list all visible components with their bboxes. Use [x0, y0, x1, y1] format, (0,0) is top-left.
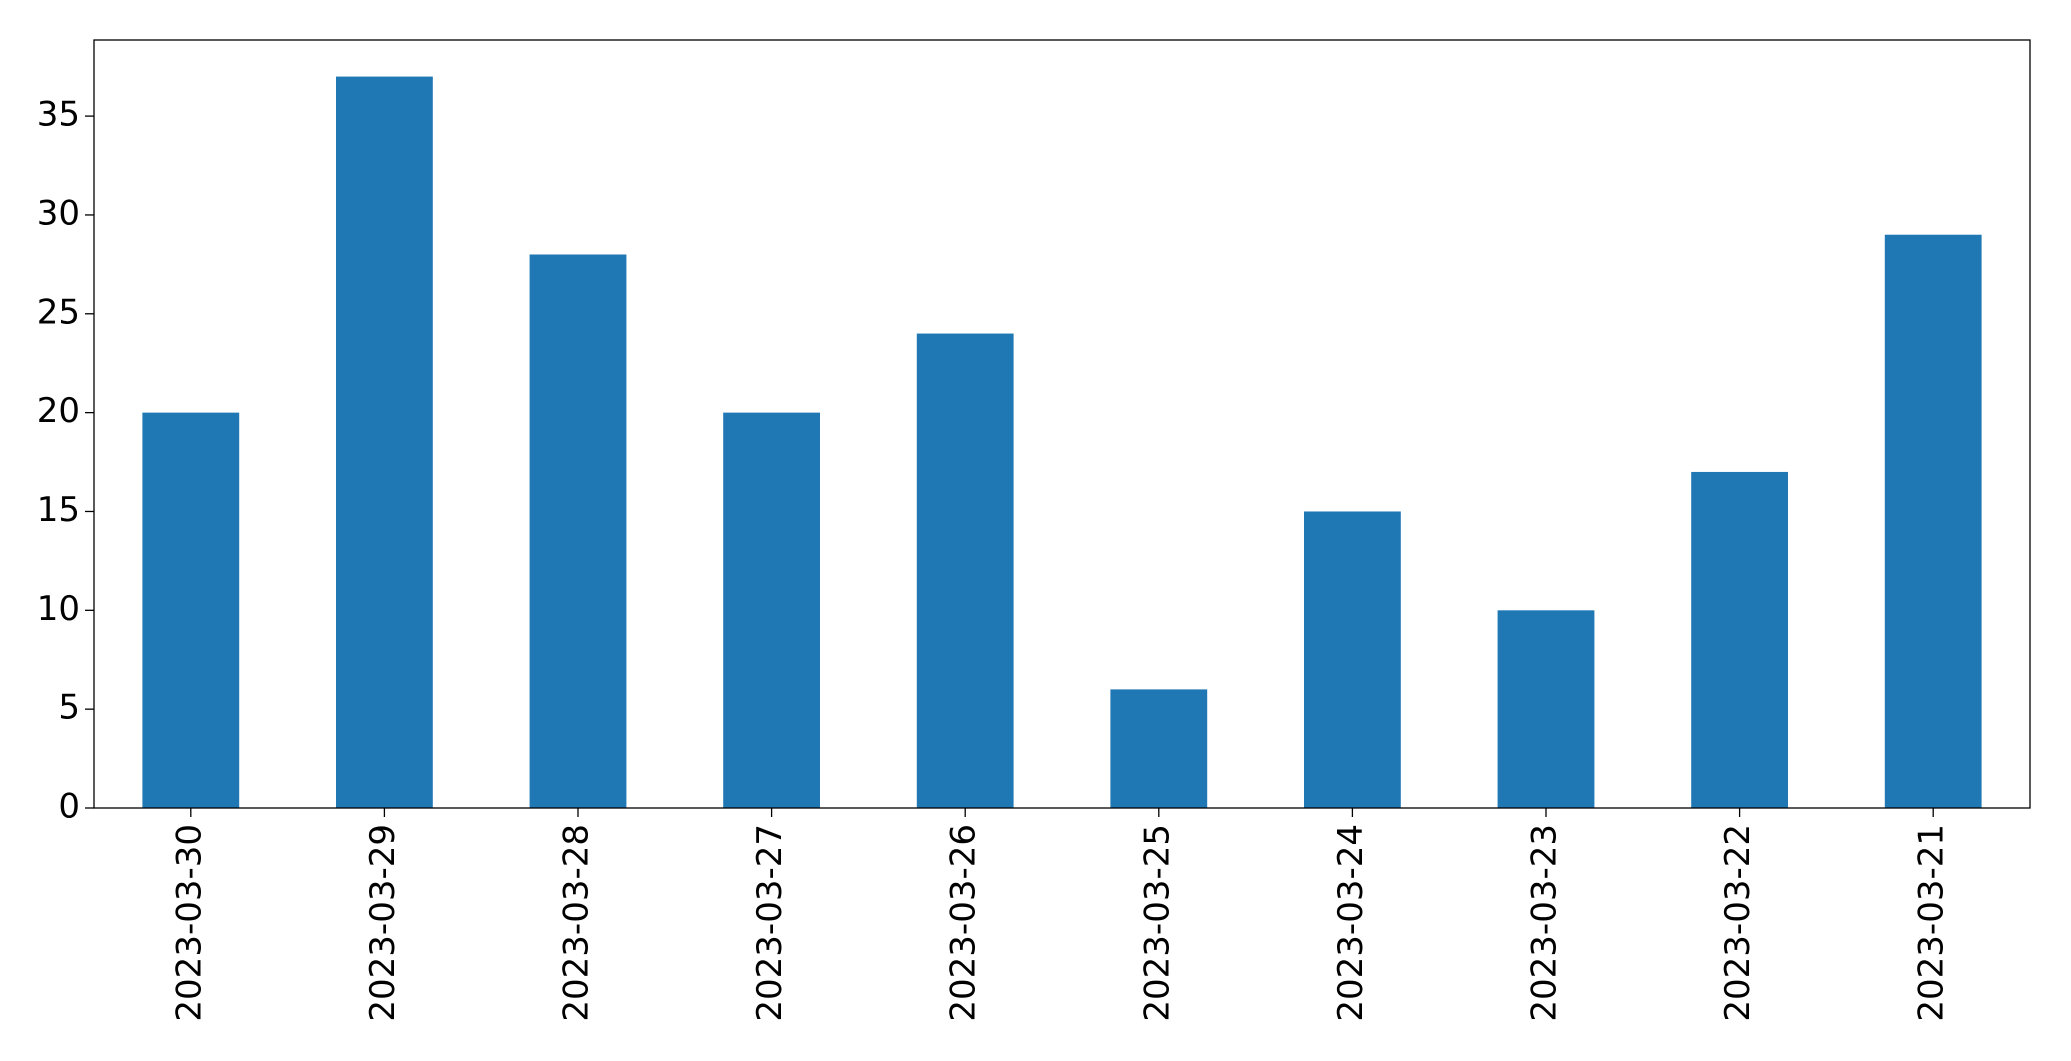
y-tick-label: 5: [58, 688, 80, 728]
x-tick-label: 2023-03-29: [363, 824, 403, 1022]
bar: [142, 412, 240, 808]
x-tick-label: 2023-03-22: [1718, 824, 1758, 1022]
y-tick-label: 0: [58, 787, 80, 827]
bar: [916, 333, 1014, 808]
x-tick-label: 2023-03-26: [944, 824, 984, 1022]
bar: [1497, 610, 1595, 808]
bar: [1691, 471, 1788, 808]
bar: [1304, 511, 1401, 808]
x-tick-label: 2023-03-28: [557, 824, 597, 1022]
y-tick-label: 20: [37, 391, 80, 431]
y-tick-label: 35: [37, 95, 80, 135]
bar: [1884, 234, 1982, 808]
x-tick-label: 2023-03-25: [1137, 824, 1177, 1022]
x-tick-label: 2023-03-21: [1912, 824, 1952, 1022]
bar: [336, 76, 433, 809]
y-tick-label: 10: [37, 589, 80, 629]
bar: [1110, 689, 1208, 808]
bar: [529, 254, 627, 809]
plot-frame: [93, 39, 2031, 809]
x-tick-label: 2023-03-27: [750, 824, 790, 1022]
bar: [723, 412, 820, 808]
y-tick-label: 15: [37, 490, 80, 530]
x-tick-label: 2023-03-30: [169, 824, 209, 1022]
y-tick-label: 25: [37, 292, 80, 332]
x-tick-label: 2023-03-23: [1525, 824, 1565, 1022]
y-tick-label: 30: [37, 193, 80, 233]
x-tick-label: 2023-03-24: [1331, 824, 1371, 1022]
